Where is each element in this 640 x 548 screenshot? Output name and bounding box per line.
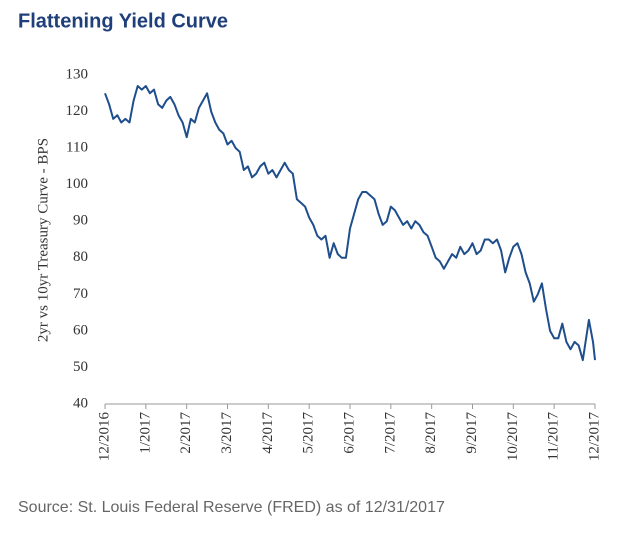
x-tick-label: 7/2017 (382, 412, 398, 454)
y-tick-label: 110 (66, 140, 88, 156)
x-tick-label: 10/2017 (505, 412, 521, 462)
x-tick-label: 2/2017 (178, 412, 194, 454)
data-line (104, 85, 596, 362)
x-tick-label: 12/2017 (586, 412, 602, 462)
x-tick-label: 11/2017 (546, 412, 562, 461)
y-tick-label: 90 (73, 213, 88, 229)
x-tick-label: 6/2017 (341, 412, 357, 454)
y-tick-label: 120 (66, 103, 89, 119)
x-tick-label: 3/2017 (219, 412, 235, 454)
y-tick-label: 130 (66, 66, 89, 82)
x-tick-label: 12/2016 (96, 412, 112, 462)
source-note: Source: St. Louis Federal Reserve (FRED)… (18, 499, 445, 516)
x-tick-label: 5/2017 (301, 412, 317, 454)
y-tick-label: 100 (66, 176, 89, 192)
y-tick-label: 70 (73, 286, 88, 302)
y-tick-label: 60 (73, 322, 88, 338)
x-tick-label: 4/2017 (260, 412, 276, 454)
y-axis-label: 2yr vs 10yr Treasury Curve - BPS (35, 138, 51, 342)
y-tick-label: 80 (73, 249, 88, 265)
x-tick-label: 9/2017 (464, 412, 480, 454)
chart-title: Flattening Yield Curve (18, 10, 228, 32)
x-tick-label: 1/2017 (137, 412, 153, 454)
x-tick-label: 8/2017 (423, 412, 439, 454)
y-tick-label: 40 (73, 395, 88, 411)
y-tick-label: 50 (73, 359, 88, 375)
